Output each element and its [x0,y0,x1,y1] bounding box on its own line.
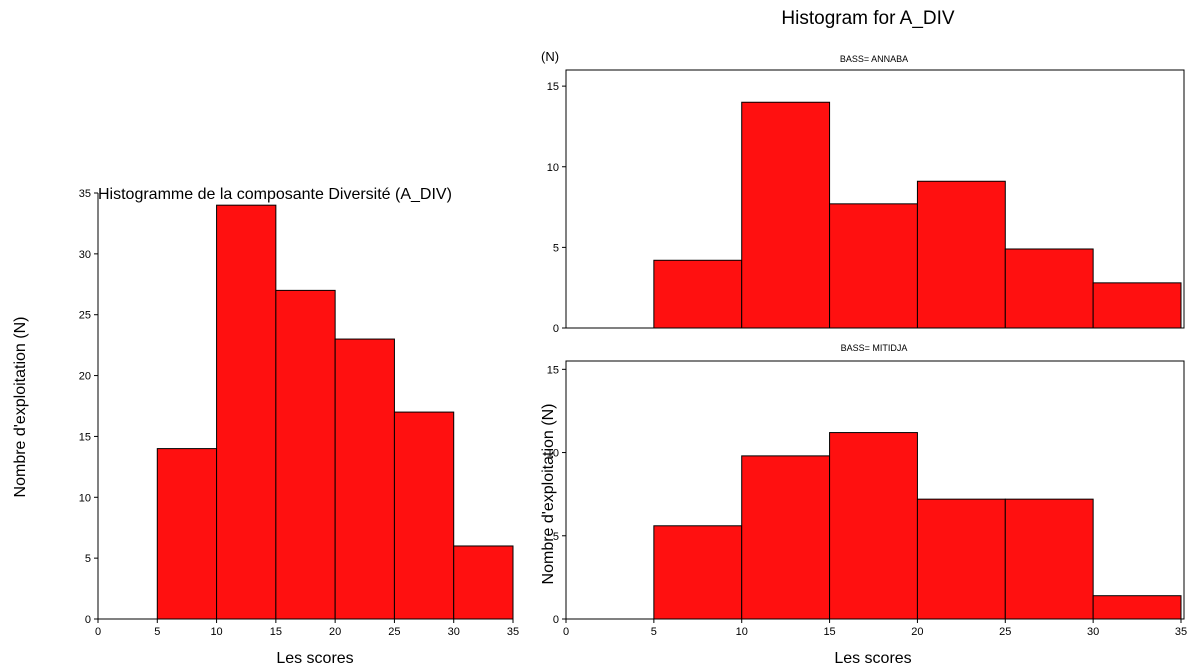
mitidja-x-tick-label: 5 [651,626,657,638]
mitidja-y-tick-label: 10 [547,448,559,460]
left-bar [275,289,336,620]
mitidja-x-axis-label: Les scores [834,650,911,667]
left-y-tick-label: 15 [79,431,91,443]
annaba-bar [829,203,918,329]
left-x-tick-label: 20 [329,626,341,638]
left-x-tick-label: 30 [448,626,460,638]
left-x-tick-label: 10 [210,626,222,638]
left-x-tick-label: 0 [95,626,101,638]
mitidja-y-axis-label: Nombre d'exploitation (N) [540,404,557,585]
mitidja-y-tick-label: 0 [553,614,559,626]
left-y-tick-label: 30 [79,249,91,261]
left-y-tick-label: 35 [79,188,91,200]
annaba-bar [1004,248,1094,329]
mitidja-x-tick-label: 20 [911,626,923,638]
left-y-tick-label: 5 [85,553,91,565]
annaba-bar [741,101,831,329]
mitidja-bar [1092,595,1182,620]
mitidja-x-tick-label: 0 [563,626,569,638]
mitidja-x-tick-label: 15 [823,626,835,638]
left-bar [156,448,218,620]
mitidja-panel-label: BASS= MITIDJA [841,343,908,353]
left-x-tick-label: 25 [388,626,400,638]
annaba-bar [1092,282,1182,329]
annaba-panel-label: BASS= ANNABA [840,54,908,64]
left-y-tick-label: 10 [79,492,91,504]
left-histogram: Histogramme de la composante Diversité (… [12,186,519,667]
left-bar [393,411,455,620]
left-bar [216,204,277,620]
mitidja-bar [653,525,743,620]
annaba-y-tick-label: 15 [547,81,559,93]
left-x-tick-label: 35 [507,626,519,638]
annaba-y-unit-label: (N) [541,49,559,64]
annaba-panel: Histogram for A_DIV (N) BASS= ANNABA 0 5 1… [541,8,1185,335]
mitidja-y-tick-label: 15 [547,364,559,376]
mitidja-bar [1004,498,1094,620]
mitidja-bar [916,498,1006,620]
annaba-bar [916,180,1006,329]
left-x-tick-label: 15 [270,626,282,638]
left-chart-title: Histogramme de la composante Diversité (… [98,186,452,203]
left-y-axis-label: Nombre d'exploitation (N) [12,317,29,498]
left-y-tick-label: 0 [85,614,91,626]
mitidja-panel: BASS= MITIDJA 0 5 10 15 0 5 10 15 20 25 30 35 Les … [540,343,1187,667]
annaba-bar [653,259,743,329]
annaba-y-tick-label: 10 [547,162,559,174]
left-x-tick-label: 5 [154,626,160,638]
annaba-y-tick-label: 5 [553,242,559,254]
mitidja-bar [741,455,831,620]
left-y-tick-label: 20 [79,371,91,383]
mitidja-x-tick-label: 10 [736,626,748,638]
left-bar [334,338,395,620]
mitidja-y-tick-label: 5 [553,531,559,543]
right-figure-title: Histogram for A_DIV [781,8,954,29]
left-bar [453,545,514,620]
mitidja-bar [829,432,918,620]
mitidja-x-tick-label: 25 [999,626,1011,638]
left-y-tick-label: 25 [79,310,91,322]
left-x-axis-label: Les scores [276,650,353,667]
mitidja-x-tick-label: 30 [1087,626,1099,638]
mitidja-x-tick-label: 35 [1175,626,1187,638]
annaba-y-tick-label: 0 [553,323,559,335]
